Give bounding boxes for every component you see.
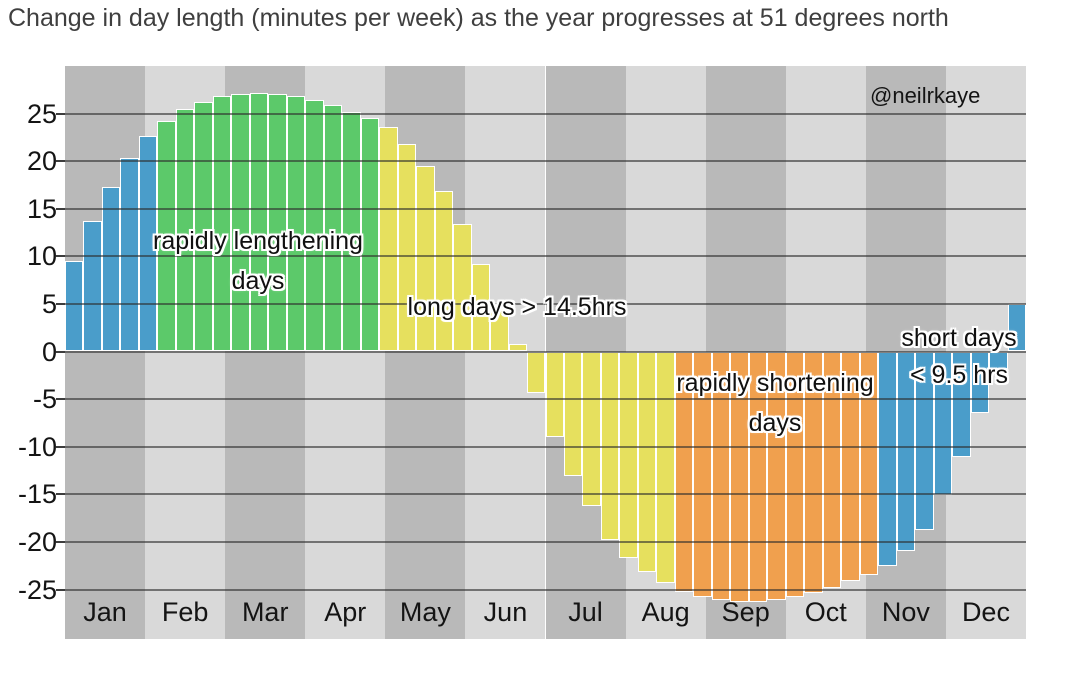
y-tick-mark--25 bbox=[56, 588, 65, 591]
month-label-feb: Feb bbox=[161, 597, 209, 627]
gridline-25 bbox=[65, 112, 1026, 115]
y-tick-mark--15 bbox=[56, 493, 65, 496]
y-tick-label--25: -25 bbox=[17, 574, 57, 605]
month-label-jan: Jan bbox=[83, 597, 127, 627]
annotation-4: short days < 9.5 hrs bbox=[901, 320, 1016, 394]
y-tick-label--15: -15 bbox=[17, 479, 57, 510]
gridline--15 bbox=[65, 493, 1026, 496]
bar-week-29 bbox=[582, 351, 601, 506]
y-tick-mark-25 bbox=[56, 112, 65, 115]
month-label-aug: Aug bbox=[641, 597, 690, 627]
y-tick-mark-10 bbox=[56, 255, 65, 258]
gridline-0 bbox=[65, 350, 1026, 353]
annotation-line: short days bbox=[901, 324, 1017, 352]
gridline-5 bbox=[65, 302, 1026, 305]
month-label-jun: Jun bbox=[483, 597, 528, 627]
bar-week-22 bbox=[453, 223, 472, 352]
chart-title: Change in day length (minutes per week) … bbox=[8, 4, 949, 32]
month-label-may: May bbox=[399, 597, 451, 627]
bar-week-20 bbox=[416, 165, 435, 352]
y-tick-mark-0 bbox=[56, 350, 65, 353]
annotation-line: rapidly shortening bbox=[676, 369, 874, 397]
gridline--20 bbox=[65, 540, 1026, 543]
y-tick-label-25: 25 bbox=[26, 98, 57, 129]
y-tick-label--20: -20 bbox=[17, 526, 57, 557]
bar-week-32 bbox=[637, 351, 657, 573]
gridline-15 bbox=[65, 207, 1026, 210]
month-label-nov: Nov bbox=[881, 597, 930, 627]
month-label-sep: Sep bbox=[721, 597, 770, 627]
annotation-line: long days > 14.5hrs bbox=[407, 293, 627, 321]
gridline-20 bbox=[65, 160, 1026, 163]
bar-week-28 bbox=[563, 351, 583, 477]
gridline-10 bbox=[65, 255, 1026, 258]
y-tick-mark-20 bbox=[56, 160, 65, 163]
y-tick-label--10: -10 bbox=[17, 431, 57, 462]
month-label-oct: Oct bbox=[804, 597, 847, 627]
bar-week-31 bbox=[619, 351, 638, 559]
annotation-2: long days > 14.5hrs bbox=[408, 292, 627, 322]
month-label-dec: Dec bbox=[961, 597, 1010, 627]
bar-week-26 bbox=[527, 351, 546, 394]
bar-week-1 bbox=[65, 261, 84, 352]
month-label-mar: Mar bbox=[241, 597, 289, 627]
bar-week-2 bbox=[83, 221, 102, 352]
y-tick-label-15: 15 bbox=[26, 193, 57, 224]
annotation-line: < 9.5 hrs bbox=[910, 361, 1008, 389]
bar-week-3 bbox=[101, 186, 121, 352]
y-tick-label-10: 10 bbox=[26, 241, 57, 272]
plot-area: @neilrkaye Jan Feb Mar Apr May Jun Jul Aug Sep Oc… bbox=[65, 66, 1026, 639]
month-label-apr: Apr bbox=[324, 597, 367, 627]
annotation-1: rapidly lengthening days bbox=[153, 221, 363, 301]
y-tick-mark--5 bbox=[56, 398, 65, 401]
gridline--10 bbox=[65, 445, 1026, 448]
annotation-line: days bbox=[748, 409, 802, 437]
y-tick-mark-5 bbox=[56, 302, 65, 305]
y-tick-mark--20 bbox=[56, 540, 65, 543]
y-tick-mark-15 bbox=[56, 207, 65, 210]
month-label-jul: Jul bbox=[568, 597, 603, 627]
bar-week-33 bbox=[656, 351, 675, 583]
annotation-line: days bbox=[231, 267, 285, 295]
watermark: @neilrkaye bbox=[870, 83, 981, 108]
y-tick-label-5: 5 bbox=[41, 288, 57, 319]
bar-week-27 bbox=[545, 351, 564, 438]
y-tick-mark--10 bbox=[56, 445, 65, 448]
bar-week-45 bbox=[878, 351, 897, 566]
gridline--25 bbox=[65, 588, 1026, 591]
y-tick-label-20: 20 bbox=[26, 146, 57, 177]
bar-week-17 bbox=[360, 118, 380, 352]
annotation-line: rapidly lengthening bbox=[153, 227, 363, 255]
bar-week-21 bbox=[434, 190, 454, 352]
annotation-3: rapidly shortening days bbox=[676, 363, 873, 443]
y-tick-label-0: 0 bbox=[41, 336, 57, 367]
month-band-jan bbox=[65, 66, 146, 639]
y-tick-label--5: -5 bbox=[32, 384, 57, 415]
gridline--5 bbox=[65, 398, 1026, 401]
